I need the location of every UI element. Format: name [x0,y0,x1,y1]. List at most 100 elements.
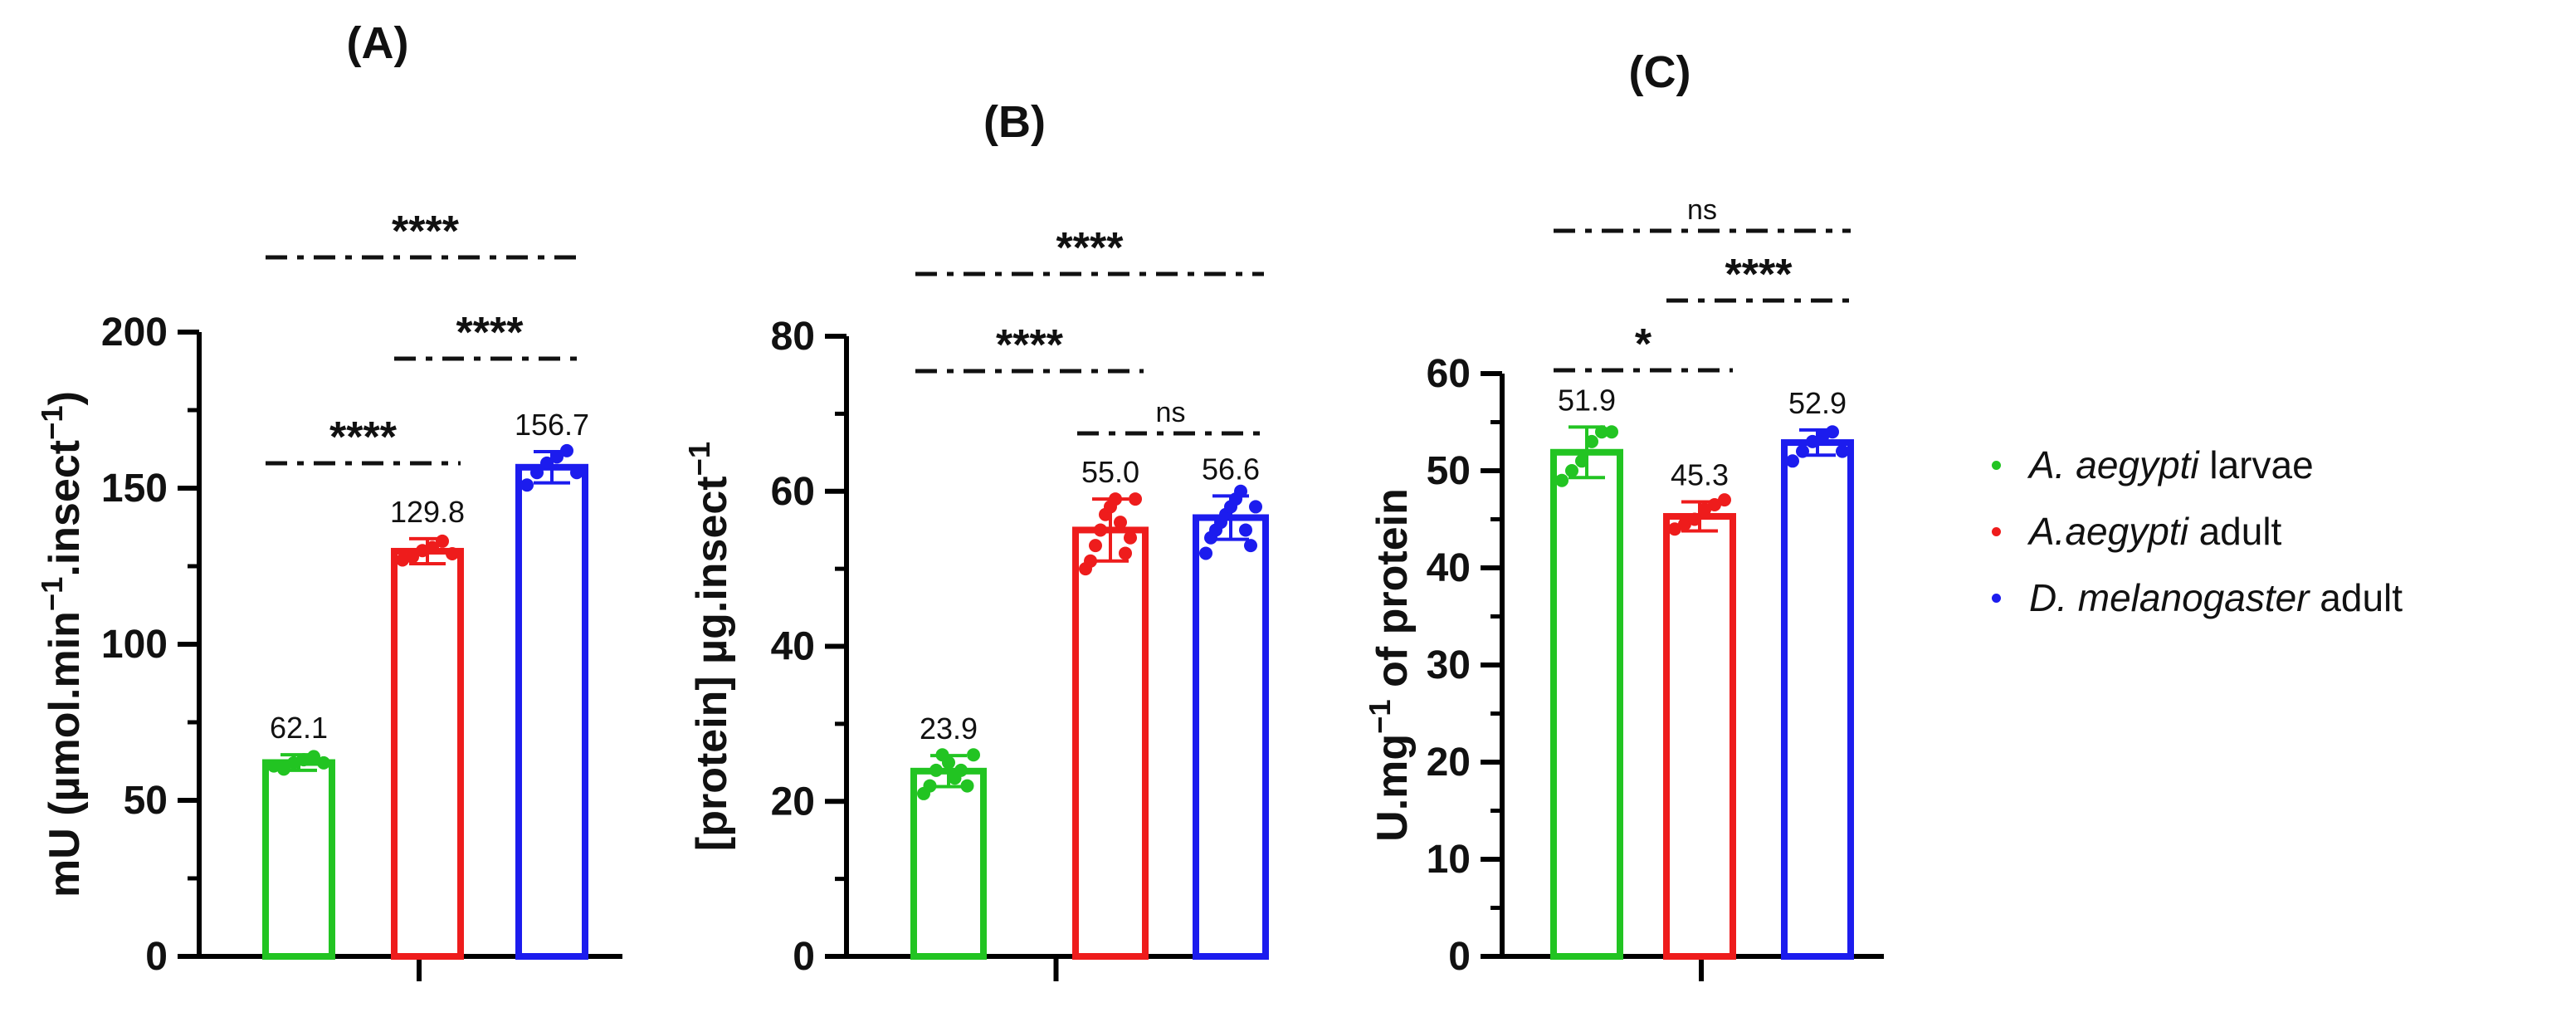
data-point [1109,492,1122,506]
legend-marker-aegypti-adult [1992,526,2001,536]
data-point [1698,502,1711,516]
data-point [1555,473,1569,487]
legend-label-plain: adult [2309,576,2403,619]
legend-label-italic: D. melanogaster [2029,576,2310,619]
y-tick-label: 60 [771,470,815,514]
data-point [277,762,290,776]
value-label: 23.9 [920,711,978,746]
data-point [396,553,409,567]
significance-label: **** [1056,224,1125,272]
y-tick-label: 20 [1427,741,1471,785]
value-label: 52.9 [1788,386,1847,420]
data-point [550,450,564,464]
legend-label-italic: A. aegypti [2029,443,2199,486]
data-point [520,478,534,492]
data-point [416,544,429,558]
data-point [942,755,955,770]
data-point [317,755,330,770]
data-point [1244,539,1257,553]
legend-label-plain: adult [2188,510,2282,553]
y-tick-label: 50 [1427,449,1471,493]
legend-label-italic: A.aegypti [2029,510,2188,553]
data-point [923,779,937,793]
y-tick-label: 40 [1427,546,1471,590]
y-tick-label: 20 [771,780,815,824]
value-label: 55.0 [1081,455,1139,489]
y-tick-label: 0 [793,935,815,979]
data-point [436,534,449,548]
data-point [1585,434,1598,448]
legend-label-plain: larvae [2198,443,2314,486]
data-point [426,540,439,555]
legend: A. aegypti larvae A.aegypti adult D. mel… [1992,432,2403,631]
y-axis-label: U.mg−1​ of protein [1363,488,1417,842]
bar [1072,526,1149,960]
significance-label: ns [1687,194,1717,226]
value-label: 62.1 [270,711,328,745]
data-point [560,443,573,457]
significance-label: * [1635,320,1652,369]
y-tick-label: 150 [101,467,168,511]
data-point [1129,492,1142,506]
data-point [1708,497,1721,511]
significance-label: **** [392,208,460,256]
significance-label: **** [329,413,398,462]
y-tick-label: 0 [1448,935,1471,979]
data-point [1668,522,1681,536]
value-label: 56.6 [1202,452,1260,486]
y-tick-label: 0 [145,935,168,979]
data-point [1688,512,1701,526]
legend-item-melanogaster-adult: D. melanogaster adult [1992,565,2403,631]
data-point [1605,425,1618,439]
value-label: 129.8 [390,495,465,529]
significance-label: **** [1725,251,1793,299]
data-point [1094,523,1107,537]
y-axis-label: [protein] µg.insect−1​ [682,442,737,851]
data-point [307,750,320,764]
significance-label: **** [996,321,1064,369]
data-point [1089,539,1102,553]
data-point [954,763,968,777]
data-point [1836,444,1849,458]
legend-marker-larvae [1992,460,2001,470]
data-point [1565,464,1578,477]
data-point [1119,546,1132,560]
bar [1781,439,1854,960]
data-point [530,466,544,480]
chart-title: (A) [347,18,409,68]
bar [1550,448,1623,960]
data-point [540,456,554,470]
data-point [570,466,583,480]
data-point [1084,554,1097,568]
data-point [1239,523,1252,537]
bar [1193,514,1269,960]
legend-item-aegypti-adult: A.aegypti adult [1992,498,2403,565]
data-point [1124,531,1137,545]
data-point [1114,516,1127,530]
data-point [1796,444,1809,458]
bar [262,759,335,961]
data-point [287,755,300,770]
bar [391,547,464,961]
data-point [406,550,419,564]
data-point [967,748,980,762]
data-point [960,779,974,793]
y-tick-label: 10 [1427,838,1471,882]
data-point [1786,454,1799,468]
data-point [1806,434,1819,448]
data-point [1678,517,1691,531]
data-point [1718,493,1731,507]
data-point [1199,546,1212,560]
significance-label: ns [1156,397,1186,428]
data-point [1249,500,1262,514]
y-tick-label: 40 [771,625,815,669]
y-tick-label: 30 [1427,643,1471,687]
data-point [446,546,459,560]
data-point [1234,484,1247,498]
y-tick-label: 200 [101,310,168,354]
chart-title: (C) [1629,47,1691,97]
legend-marker-melanogaster-adult [1992,593,2001,603]
value-label: 156.7 [515,408,589,442]
significance-label: **** [456,309,524,357]
